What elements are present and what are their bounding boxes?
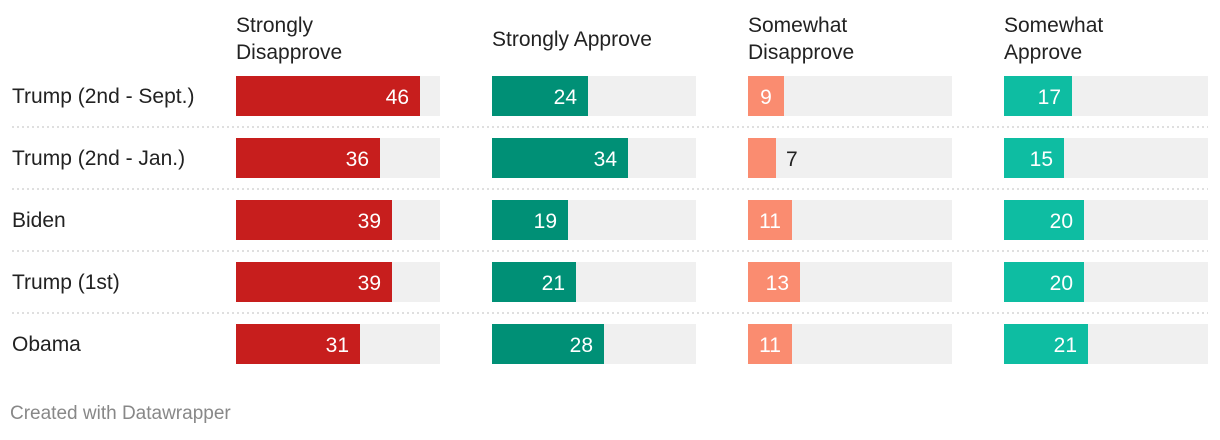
column-header: Strongly Approve [492,28,652,51]
data-label: 15 [1030,148,1053,171]
bar [236,76,420,116]
data-label: 21 [1054,334,1077,357]
bar [492,200,568,240]
bar [492,262,576,302]
column-header: Disapprove [748,41,854,64]
column-header: Approve [1004,41,1082,64]
footer-credit: Created with Datawrapper [10,403,231,424]
data-label: 13 [766,272,789,295]
bar [1004,324,1088,364]
data-label: 11 [759,210,781,233]
data-label: 34 [594,148,618,171]
row-label: Obama [12,333,81,356]
bar [748,262,800,302]
bar [748,138,776,178]
data-label: 21 [542,272,565,295]
data-label: 24 [554,86,578,109]
bar [1004,262,1084,302]
column-header: Somewhat [1004,14,1103,37]
bar [1004,200,1084,240]
bar [236,324,360,364]
data-label: 28 [570,334,593,357]
bar [1004,138,1064,178]
data-label: 19 [534,210,557,233]
data-label: 20 [1050,210,1073,233]
bar [492,138,628,178]
data-label: 7 [786,148,798,171]
bar-chart: Strongly Disapprove Strongly Approve Somewh… [12,14,1208,364]
column-header: Disapprove [236,41,342,64]
data-label: 31 [326,334,349,357]
data-label: 39 [358,272,381,295]
data-label: 20 [1050,272,1073,295]
bar [492,324,604,364]
bar [236,200,392,240]
row-label: Biden [12,209,66,232]
bar [492,76,588,116]
row-label: Trump (1st) [12,271,120,294]
bar [748,324,792,364]
data-label: 39 [358,210,381,233]
bar [236,262,392,302]
data-label: 17 [1038,86,1061,109]
row-label: Trump (2nd - Jan.) [12,147,185,170]
data-label: 9 [760,86,772,109]
column-header: Somewhat [748,14,847,37]
data-label: 46 [386,86,409,109]
data-label: 36 [346,148,369,171]
bar [1004,76,1072,116]
bar [236,138,380,178]
row-label: Trump (2nd - Sept.) [12,85,194,108]
bar-track [748,138,952,178]
bar [748,76,784,116]
data-label: 11 [759,334,781,357]
bar [748,200,792,240]
column-header: Strongly [236,14,314,37]
